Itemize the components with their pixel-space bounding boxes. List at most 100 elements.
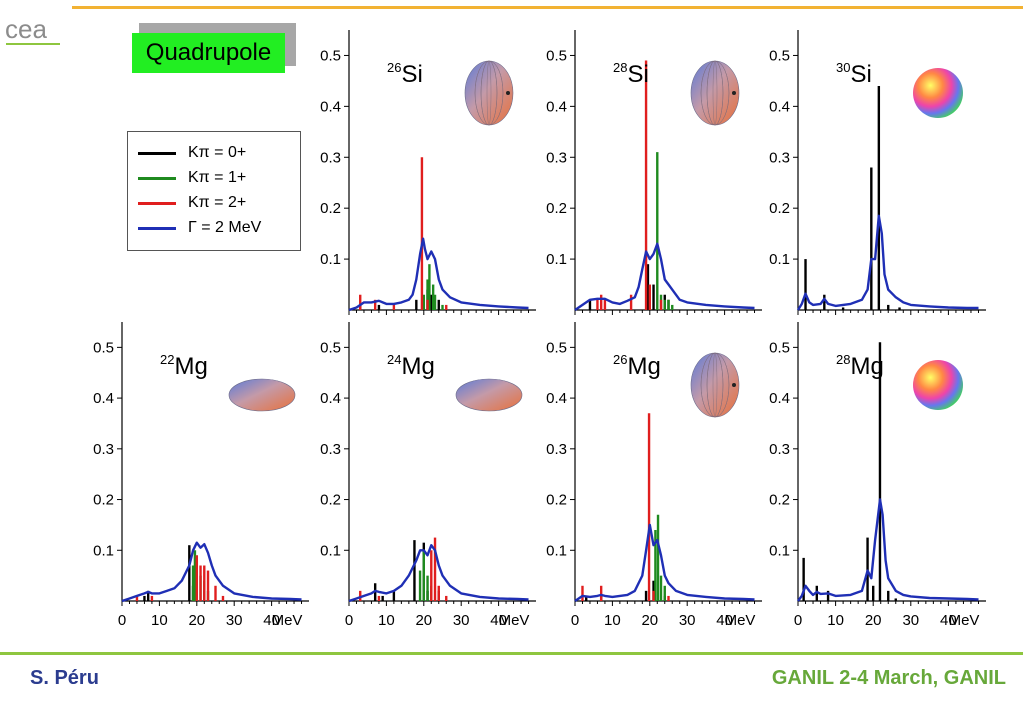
legend-swatch-k0	[138, 151, 176, 155]
oblate-shape-icon	[464, 60, 514, 126]
x-unit-label: MeV	[272, 612, 303, 629]
legend-item: Kπ = 2+	[138, 192, 246, 214]
title-box: Quadrupole	[132, 33, 285, 73]
logo-rule	[6, 43, 60, 45]
author: S. Péru	[30, 667, 99, 689]
y-tick-label: 0.5	[769, 339, 790, 356]
x-tick-label: 20	[415, 612, 432, 629]
x-tick-label: 30	[453, 612, 470, 629]
nucleus-label: 22Mg	[160, 352, 208, 380]
legend-label: Γ = 2 MeV	[188, 219, 262, 236]
y-tick-label: 0.2	[546, 200, 567, 217]
smoothed-strength-line	[348, 237, 529, 312]
smoothed-strength-line	[574, 242, 755, 311]
nucleus-label: 26Mg	[613, 352, 661, 380]
y-tick-label: 0.4	[320, 98, 341, 115]
oblate-shape-icon	[690, 60, 740, 126]
y-tick-label: 0.3	[769, 149, 790, 166]
y-tick-label: 0.3	[546, 441, 567, 458]
smoothed-strength-line	[574, 523, 755, 602]
x-tick-label: 20	[641, 612, 658, 629]
y-tick-label: 0.2	[93, 492, 114, 509]
y-tick-label: 0.4	[546, 98, 567, 115]
shape-mesh-line	[474, 60, 504, 126]
y-tick-label: 0.1	[320, 251, 341, 268]
y-tick-label: 0.3	[320, 441, 341, 458]
x-unit-label: MeV	[499, 612, 530, 629]
chart-panel-si30: 0.1 0.2 0.3 0.4 0.5 30Si	[769, 30, 986, 315]
y-tick-label: 0.5	[546, 339, 567, 356]
x-tick-label: 0	[345, 612, 353, 629]
shape-pole	[732, 383, 736, 387]
smoothed-strength-line	[121, 541, 302, 603]
x-tick-label: 40	[263, 612, 280, 629]
nucleus-label: 26Si	[387, 60, 423, 88]
prolate-shape-icon	[455, 378, 523, 412]
y-tick-label: 0.5	[320, 339, 341, 356]
shape-mesh-line	[700, 352, 730, 418]
y-tick-label: 0.4	[93, 390, 114, 407]
y-tick-label: 0.3	[93, 441, 114, 458]
smoothed-strength-line	[797, 498, 979, 602]
chart-panel-si26: 0.1 0.2 0.3 0.4 0.5 26Si	[320, 30, 536, 315]
x-tick-label: 0	[794, 612, 802, 629]
legend-item: Γ = 2 MeV	[138, 217, 261, 239]
y-tick-label: 0.1	[769, 251, 790, 268]
nucleus-label: 28Mg	[836, 352, 884, 380]
x-tick-label: 40	[716, 612, 733, 629]
smoothed-strength-line	[796, 214, 979, 311]
y-tick-label: 0.1	[93, 542, 114, 559]
legend: Kπ = 0+ Kπ = 1+ Kπ = 2+ Γ = 2 MeV	[127, 131, 301, 251]
x-tick-label: 40	[940, 612, 957, 629]
y-tick-label: 0.1	[546, 251, 567, 268]
x-unit-label: MeV	[949, 612, 980, 629]
x-tick-label: 30	[679, 612, 696, 629]
x-unit-label: MeV	[725, 612, 756, 629]
cea-logo-text: cea	[5, 14, 47, 44]
spherical-shape-icon	[913, 360, 963, 410]
y-tick-label: 0.1	[769, 542, 790, 559]
footer-rule	[0, 652, 1023, 655]
nucleus-label: 24Mg	[387, 352, 435, 380]
shape-pole	[506, 91, 510, 95]
x-tick-label: 10	[151, 612, 168, 629]
y-tick-label: 0.5	[320, 47, 341, 64]
y-tick-label: 0.1	[546, 542, 567, 559]
y-tick-label: 0.4	[769, 390, 790, 407]
smoothed-strength-line	[348, 544, 529, 603]
y-tick-label: 0.3	[546, 149, 567, 166]
y-tick-label: 0.2	[320, 492, 341, 509]
x-tick-label: 30	[226, 612, 243, 629]
legend-swatch-k1	[138, 176, 176, 180]
y-tick-label: 0.4	[546, 390, 567, 407]
x-tick-label: 40	[490, 612, 507, 629]
legend-swatch-smooth	[138, 226, 176, 230]
shape-mesh-line	[700, 60, 730, 126]
x-tick-label: 20	[865, 612, 882, 629]
x-tick-label: 10	[827, 612, 844, 629]
legend-label: Kπ = 0+	[188, 144, 247, 161]
x-tick-label: 30	[902, 612, 919, 629]
legend-swatch-k2	[138, 201, 176, 205]
y-tick-label: 0.2	[546, 492, 567, 509]
y-tick-label: 0.3	[320, 149, 341, 166]
cea-logo: cea	[5, 14, 47, 44]
x-tick-label: 20	[188, 612, 205, 629]
x-tick-label: 10	[378, 612, 395, 629]
chart-panel-si28: 0.1 0.2 0.3 0.4 0.5 28Si	[546, 30, 762, 315]
x-tick-label: 10	[604, 612, 621, 629]
legend-item: Kπ = 0+	[138, 142, 246, 164]
legend-label: Kπ = 1+	[188, 169, 247, 186]
y-tick-label: 0.4	[320, 390, 341, 407]
y-tick-label: 0.2	[769, 492, 790, 509]
legend-item: Kπ = 1+	[138, 167, 246, 189]
y-tick-label: 0.5	[546, 47, 567, 64]
y-tick-label: 0.5	[93, 339, 114, 356]
nucleus-label: 28Si	[613, 60, 649, 88]
x-tick-label: 0	[118, 612, 126, 629]
spherical-shape-icon	[913, 68, 963, 118]
